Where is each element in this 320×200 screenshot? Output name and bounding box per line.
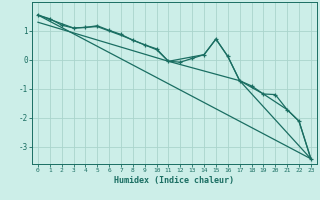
X-axis label: Humidex (Indice chaleur): Humidex (Indice chaleur) (115, 176, 234, 185)
